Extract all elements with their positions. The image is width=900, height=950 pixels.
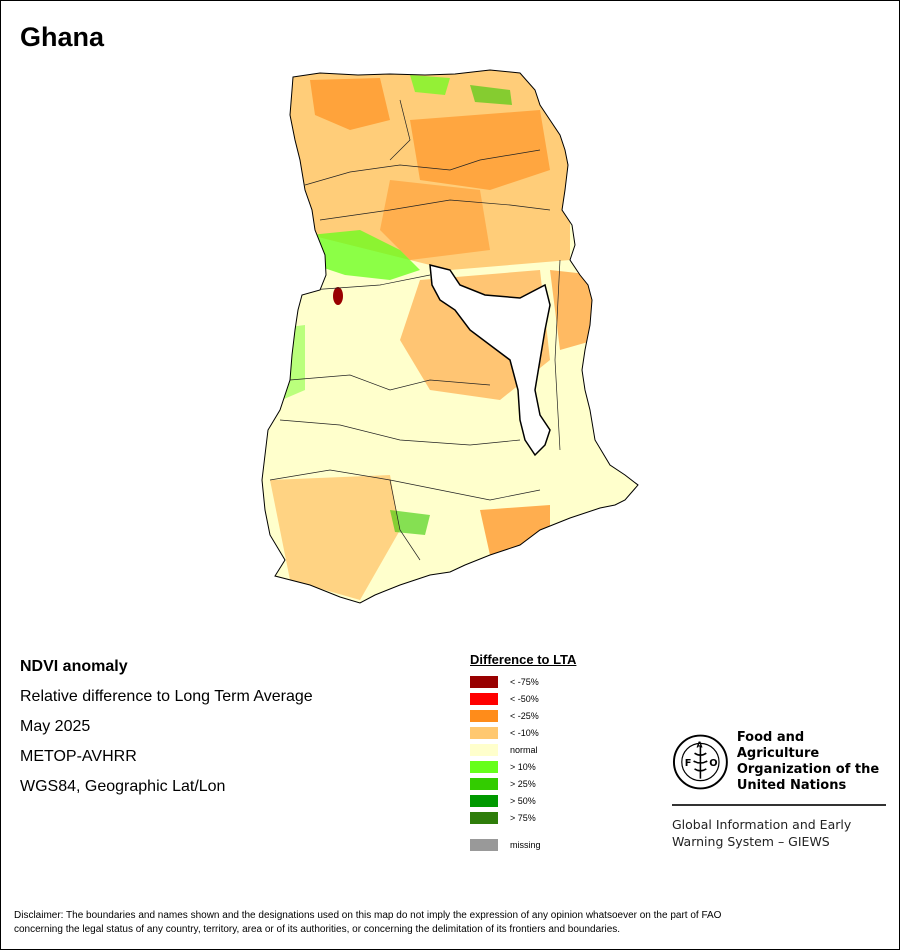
region-boundary bbox=[319, 199, 551, 221]
legend-label-missing: missing bbox=[510, 839, 541, 850]
fao-name-line3: United Nations bbox=[736, 778, 847, 793]
svg-text:O: O bbox=[709, 758, 717, 769]
legend-label: > 75% bbox=[510, 812, 536, 823]
product-description: Relative difference to Long Term Average bbox=[20, 688, 313, 705]
giews-line1: Global Information and Early bbox=[672, 817, 852, 832]
region-boundary bbox=[389, 479, 421, 561]
ghana-map bbox=[250, 60, 650, 620]
fao-divider bbox=[672, 804, 886, 806]
anomaly-east bbox=[550, 270, 595, 350]
region-boundary bbox=[389, 99, 411, 161]
map-title: Ghana bbox=[20, 22, 105, 52]
anomaly-center-north bbox=[380, 180, 490, 260]
anomaly-green-north bbox=[410, 75, 450, 95]
legend-swatch-missing bbox=[470, 838, 498, 851]
legend-label: > 25% bbox=[510, 778, 536, 789]
legend-swatch bbox=[470, 743, 498, 756]
product-projection: WGS84, Geographic Lat/Lon bbox=[20, 778, 226, 795]
legend-swatch bbox=[470, 726, 498, 739]
legend-row: > 10% bbox=[470, 758, 576, 775]
anomaly-green-ne bbox=[470, 85, 512, 105]
disclaimer: Disclaimer: The boundaries and names sho… bbox=[14, 909, 884, 937]
legend-swatch bbox=[470, 709, 498, 722]
legend-swatch bbox=[470, 760, 498, 773]
legend-swatch bbox=[470, 692, 498, 705]
fao-name-line2: Organization of the bbox=[736, 762, 880, 777]
legend-swatch bbox=[470, 675, 498, 688]
fao-name-line1: Food and Agriculture bbox=[736, 730, 820, 761]
legend-swatch bbox=[470, 794, 498, 807]
region-boundary bbox=[309, 274, 431, 291]
giews-line2: Warning System – GIEWS bbox=[672, 834, 830, 849]
legend-label: < -10% bbox=[510, 727, 539, 738]
legend-swatch bbox=[470, 777, 498, 790]
svg-text:F: F bbox=[685, 758, 692, 769]
legend: Difference to LTA < -75% < -50% < -25% < -1… bbox=[470, 652, 576, 853]
region-boundary bbox=[554, 259, 561, 451]
disclaimer-line1: Disclaimer: The boundaries and names sho… bbox=[14, 910, 722, 921]
legend-row: > 25% bbox=[470, 775, 576, 792]
anomaly-north-strong bbox=[310, 78, 390, 130]
fao-emblem-icon: F A O bbox=[672, 734, 728, 790]
legend-row: > 50% bbox=[470, 792, 576, 809]
legend-row: < -50% bbox=[470, 690, 576, 707]
ghana-border bbox=[261, 69, 639, 604]
fao-branding: F A O Food and Agriculture Organization … bbox=[672, 730, 888, 850]
legend-row: > 75% bbox=[470, 809, 576, 826]
disclaimer-line2: concerning the legal status of any count… bbox=[14, 924, 621, 935]
lake-volta bbox=[429, 264, 551, 457]
legend-label: < -50% bbox=[510, 693, 539, 704]
map-info: NDVI anomaly Relative difference to Long… bbox=[20, 656, 313, 806]
anomaly-green-nw bbox=[310, 230, 420, 280]
legend-row: < -10% bbox=[470, 724, 576, 741]
anomaly-northeast-strong bbox=[410, 110, 550, 190]
legend-swatch bbox=[470, 811, 498, 824]
product-date: May 2025 bbox=[20, 718, 91, 735]
legend-label: < -25% bbox=[510, 710, 539, 721]
legend-label: < -75% bbox=[510, 676, 539, 687]
legend-label: normal bbox=[510, 744, 538, 755]
product-sensor: METOP-AVHRR bbox=[20, 748, 137, 765]
legend-label: > 10% bbox=[510, 761, 536, 772]
legend-row: normal bbox=[470, 741, 576, 758]
product-name: NDVI anomaly bbox=[20, 658, 128, 675]
anomaly-red-spot bbox=[333, 287, 343, 305]
region-boundary bbox=[269, 469, 541, 501]
region-boundary bbox=[279, 419, 521, 446]
legend-label: > 50% bbox=[510, 795, 536, 806]
region-boundary bbox=[289, 374, 491, 391]
legend-row: < -75% bbox=[470, 673, 576, 690]
anomaly-red-spot-east bbox=[609, 507, 615, 513]
legend-row-missing: missing bbox=[470, 836, 576, 853]
region-boundary bbox=[304, 149, 541, 186]
anomaly-south bbox=[270, 475, 400, 600]
svg-text:A: A bbox=[696, 740, 703, 749]
legend-title: Difference to LTA bbox=[470, 652, 577, 667]
legend-row: < -25% bbox=[470, 707, 576, 724]
